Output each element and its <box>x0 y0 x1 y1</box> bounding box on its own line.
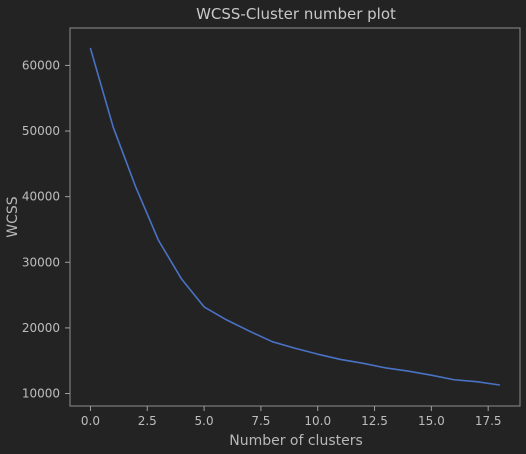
x-tick-label: 2.5 <box>138 414 157 428</box>
data-point <box>203 306 205 308</box>
x-tick-label: 12.5 <box>361 414 388 428</box>
y-axis: 10000 20000 30000 40000 50000 60000 <box>22 58 70 401</box>
data-point <box>135 186 137 189</box>
axes-frame <box>69 27 521 407</box>
x-axis-label: Number of clusters <box>229 433 363 449</box>
y-axis-label: WCSS <box>5 196 21 238</box>
data-point <box>498 384 501 386</box>
data-point <box>271 341 273 343</box>
x-tick-label: 7.5 <box>251 414 270 428</box>
data-point <box>385 367 387 369</box>
x-tick-label: 17.5 <box>475 414 502 428</box>
data-point <box>89 47 92 49</box>
data-point <box>294 347 296 349</box>
y-tick-label: 50000 <box>22 124 60 138</box>
data-point <box>248 330 251 332</box>
x-axis: 0.0 2.5 5.0 7.5 10.0 12.5 15.0 17.5 <box>81 406 502 428</box>
y-tick-label: 20000 <box>22 321 60 335</box>
data-point <box>430 374 432 376</box>
data-point <box>339 358 342 361</box>
data-point <box>362 362 364 364</box>
data-point <box>112 126 114 128</box>
y-tick-label: 40000 <box>22 190 60 204</box>
data-point <box>180 278 182 280</box>
y-tick-label: 60000 <box>22 58 60 72</box>
data-point <box>317 353 319 355</box>
data-point <box>453 379 455 381</box>
x-tick-label: 5.0 <box>195 414 214 428</box>
x-tick-label: 15.0 <box>418 414 445 428</box>
y-tick-label: 30000 <box>22 255 60 269</box>
chart-title: WCSS-Cluster number plot <box>196 5 396 23</box>
x-tick-label: 10.0 <box>304 414 331 428</box>
plot-series <box>89 47 501 386</box>
data-point <box>476 381 478 383</box>
y-tick-label: 10000 <box>22 387 60 401</box>
data-point <box>158 240 160 242</box>
data-point <box>408 370 410 372</box>
x-tick-label: 0.0 <box>81 414 100 428</box>
data-point <box>226 319 228 321</box>
